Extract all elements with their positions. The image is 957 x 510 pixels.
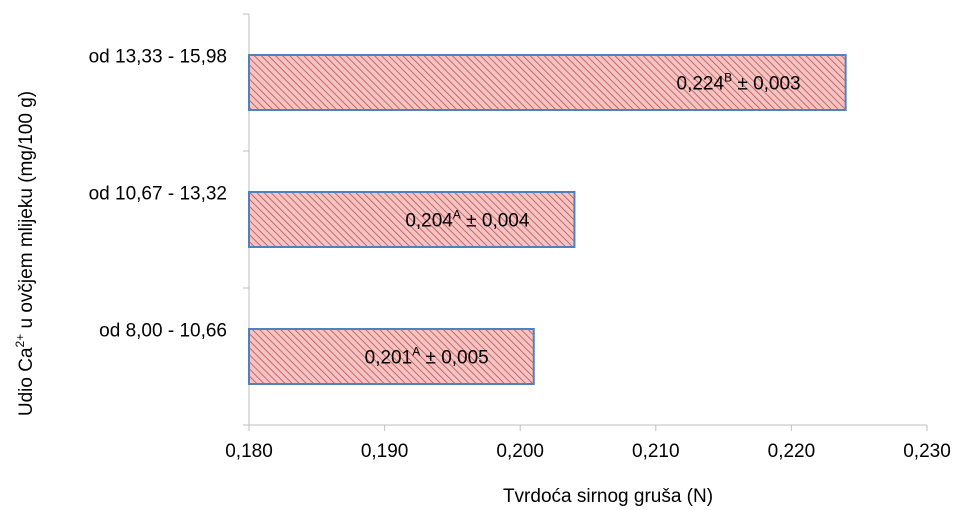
category-label: od 10,67 - 13,32 xyxy=(89,184,227,205)
bar xyxy=(248,54,847,111)
data-label: 0,224B ± 0,003 xyxy=(677,71,801,95)
y-axis-title: Udio Ca2+ u ovčjem mlijeku (mg/100 g) xyxy=(13,91,37,416)
bar xyxy=(248,191,576,248)
x-tick-label: 0,230 xyxy=(903,441,951,462)
x-tick-label: 0,200 xyxy=(496,441,544,462)
x-tick-label: 0,180 xyxy=(225,441,273,462)
x-tick-label: 0,190 xyxy=(361,441,409,462)
x-tick-label: 0,210 xyxy=(632,441,680,462)
data-label: 0,201A ± 0,005 xyxy=(365,345,489,369)
category-label: od 8,00 - 10,66 xyxy=(99,321,227,342)
x-axis-title: Tvrdoća sirnog gruša (N) xyxy=(503,486,713,507)
category-label: od 13,33 - 15,98 xyxy=(89,47,227,68)
bar xyxy=(248,328,535,385)
x-tick-label: 0,220 xyxy=(768,441,816,462)
data-label: 0,204A ± 0,004 xyxy=(405,208,530,232)
